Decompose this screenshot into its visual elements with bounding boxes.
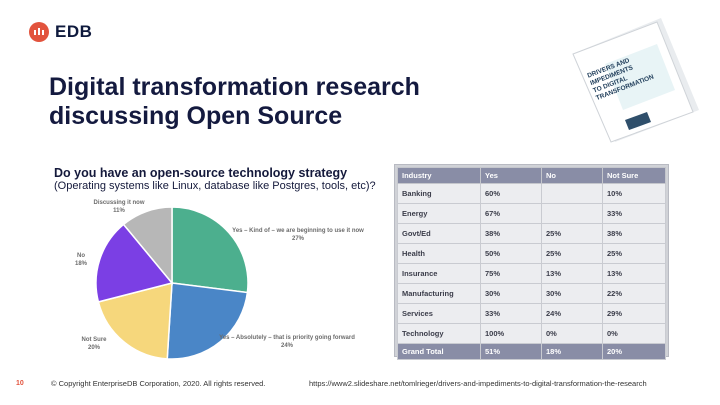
cell-not-sure: 10% <box>602 183 666 204</box>
cell-no: 25% <box>541 223 603 244</box>
table-row: Banking 60% 10% <box>397 183 666 204</box>
header-yes: Yes <box>480 167 542 184</box>
cell-yes: 30% <box>480 283 542 304</box>
pie-label-yes-kind-of: Yes – Kind of – we are beginning to use … <box>232 228 364 242</box>
cell-yes: 100% <box>480 323 542 344</box>
cell-not-sure: 13% <box>602 263 666 284</box>
cell-industry: Manufacturing <box>397 283 481 304</box>
header-industry: Industry <box>397 167 481 184</box>
table-row: Manufacturing 30% 30% 22% <box>397 283 666 304</box>
pie-slice-1 <box>166 282 249 360</box>
pie-chart <box>95 206 249 360</box>
cell-industry: Technology <box>397 323 481 344</box>
cell-not-sure: 25% <box>602 243 666 264</box>
header-not-sure: Not Sure <box>602 167 666 184</box>
header-no: No <box>541 167 603 184</box>
pie-label-no: No 18% <box>74 253 87 267</box>
copyright-text: © Copyright EnterpriseDB Corporation, 20… <box>51 379 266 388</box>
question-subtitle: (Operating systems like Linux, database … <box>54 180 376 192</box>
table-row: Govt/Ed 38% 25% 38% <box>397 223 666 244</box>
total-not-sure: 20% <box>602 343 666 360</box>
pie-label-not-sure: Not Sure 20% <box>81 337 107 351</box>
cell-yes: 50% <box>480 243 542 264</box>
table-row: Insurance 75% 13% 13% <box>397 263 666 284</box>
total-label: Grand Total <box>397 343 481 360</box>
cell-yes: 60% <box>480 183 542 204</box>
cell-industry: Banking <box>397 183 481 204</box>
report-cover-image: DRIVERS AND IMPEDIMENTS TO DIGITAL TRANS… <box>572 18 699 143</box>
table-row: Health 50% 25% 25% <box>397 243 666 264</box>
pie-slice-0 <box>171 206 249 294</box>
pie-label-yes-absolutely: Yes – Absolutely – that is priority goin… <box>219 335 355 349</box>
pie-label-discussing: Discussing it now 11% <box>93 200 145 214</box>
table-header-row: Industry Yes No Not Sure <box>397 167 666 184</box>
cell-not-sure: 0% <box>602 323 666 344</box>
cell-yes: 67% <box>480 203 542 224</box>
table-total-row: Grand Total 51% 18% 20% <box>397 343 666 360</box>
cell-no <box>541 183 603 204</box>
pie-slice-4 <box>122 206 173 286</box>
total-no: 18% <box>541 343 603 360</box>
industry-table-image: Industry Yes No Not Sure Banking 60% 10%… <box>394 164 669 360</box>
cell-industry: Energy <box>397 203 481 224</box>
question-title: Do you have an open-source technology st… <box>54 166 348 180</box>
cell-not-sure: 33% <box>602 203 666 224</box>
table-row: Energy 67% 33% <box>397 203 666 224</box>
slide-title: Digital transformation research discussi… <box>49 73 420 130</box>
cell-no: 24% <box>541 303 603 324</box>
industry-table: Industry Yes No Not Sure Banking 60% 10%… <box>397 167 666 360</box>
table-row: Services 33% 24% 29% <box>397 303 666 324</box>
cell-no: 25% <box>541 243 603 264</box>
total-yes: 51% <box>480 343 542 360</box>
cell-yes: 38% <box>480 223 542 244</box>
page-number: 10 <box>16 380 24 387</box>
cell-industry: Insurance <box>397 263 481 284</box>
cell-not-sure: 29% <box>602 303 666 324</box>
logo-text: EDB <box>55 22 93 41</box>
cell-industry: Health <box>397 243 481 264</box>
table-row: Technology 100% 0% 0% <box>397 323 666 344</box>
cell-industry: Govt/Ed <box>397 223 481 244</box>
source-link[interactable]: https://www2.slideshare.net/tomlrieger/d… <box>309 379 647 388</box>
cell-no <box>541 203 603 224</box>
cell-not-sure: 22% <box>602 283 666 304</box>
pie-slice-3 <box>95 223 174 303</box>
cell-yes: 75% <box>480 263 542 284</box>
cell-not-sure: 38% <box>602 223 666 244</box>
cell-no: 13% <box>541 263 603 284</box>
edb-logo-icon <box>29 22 49 42</box>
cell-no: 30% <box>541 283 603 304</box>
pie-slice-2 <box>97 282 173 360</box>
edb-logo[interactable]: EDB <box>29 22 92 42</box>
cell-no: 0% <box>541 323 603 344</box>
cell-industry: Services <box>397 303 481 324</box>
cell-yes: 33% <box>480 303 542 324</box>
